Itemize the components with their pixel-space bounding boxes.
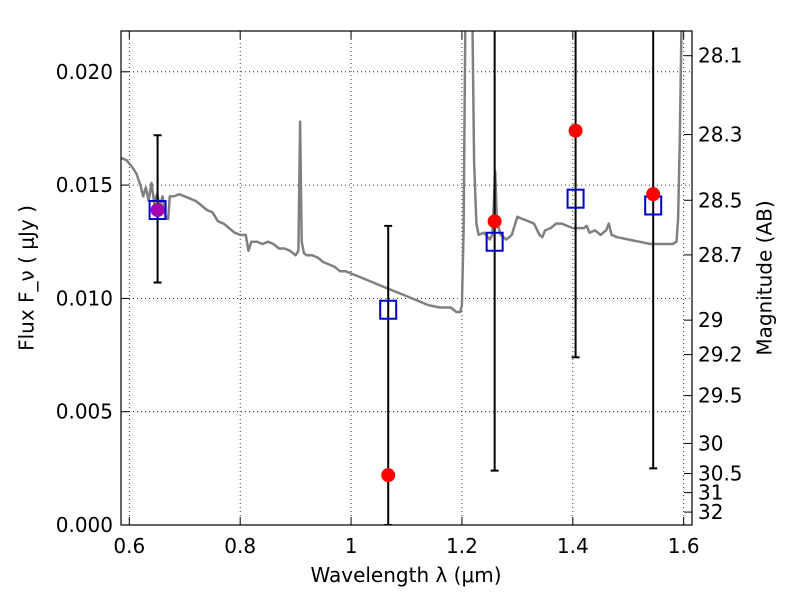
plot-background (121, 31, 692, 525)
x-tick-label: 1.4 (557, 534, 589, 558)
y-tick-label: 0.000 (56, 513, 113, 537)
x-tick-label: 1.6 (668, 534, 700, 558)
x-tick-label: 0.8 (224, 534, 256, 558)
observed-point (487, 214, 502, 229)
right-tick-label: 29.2 (698, 343, 743, 367)
right-tick-label: 29.5 (698, 384, 743, 408)
right-tick-label: 29 (698, 308, 723, 332)
model-photometry-marker (148, 200, 167, 221)
observed-point (150, 203, 165, 218)
model-photometry-marker (566, 188, 585, 209)
y-tick-label: 0.015 (56, 173, 113, 197)
y-tick-label: 0.010 (56, 286, 113, 310)
x-tick-label: 1.2 (446, 534, 478, 558)
observed-point (568, 123, 583, 138)
y-axis-title: Flux F_ν ( μJy ) (15, 205, 39, 351)
y-tick-label: 0.005 (56, 400, 113, 424)
plot-frame (120, 30, 693, 526)
right-tick-label: 32 (698, 500, 723, 524)
right-tick-label: 31 (698, 481, 723, 505)
model-photometry-marker (485, 231, 504, 252)
tick-labels: 0.6 0.8 1 1.2 1.4 1.6 0.000 0.005 0.010 0.015 0.02… (56, 44, 743, 558)
right-tick-label: 30 (698, 431, 723, 455)
axis-ticks (121, 31, 692, 526)
model-spectrum-line (121, 31, 683, 314)
model-photometry-layer (148, 188, 663, 320)
observed-point (381, 468, 396, 483)
observed-points-layer (150, 123, 661, 483)
x-axis-title: Wavelength λ (μm) (310, 563, 501, 587)
right-axis-title-text: Magnitude (AB) (753, 200, 777, 355)
model-spectrum-layer (121, 31, 683, 314)
observed-point (646, 187, 661, 202)
y-tick-label: 0.020 (56, 60, 113, 84)
plot-area (121, 31, 683, 525)
model-photometry-marker (379, 299, 398, 320)
x-tick-label: 1 (345, 534, 358, 558)
right-tick-label: 28.1 (698, 44, 743, 68)
right-tick-label: 28.5 (698, 188, 743, 212)
right-tick-label: 28.3 (698, 123, 743, 147)
x-tick-label: 0.6 (113, 534, 145, 558)
right-tick-label: 28.7 (698, 243, 743, 267)
right-axis-title: Magnitude (AB) (753, 200, 777, 355)
right-tick-label: 30.5 (698, 462, 743, 486)
y-axis-title-text: Flux F_ν ( μJy ) (15, 205, 39, 351)
